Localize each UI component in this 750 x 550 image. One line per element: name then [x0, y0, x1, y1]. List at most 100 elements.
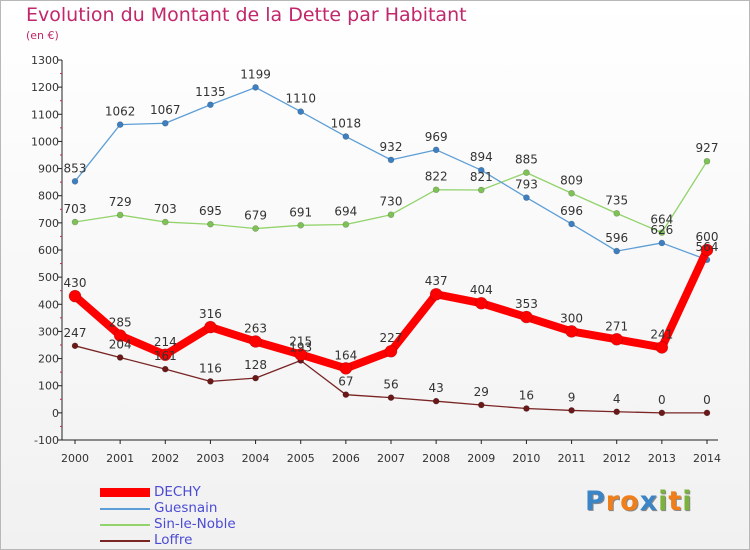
data-label-dechy: 164 — [334, 348, 357, 362]
data-point-dechy — [158, 348, 172, 362]
data-label-dechy: 214 — [154, 335, 177, 349]
data-point-guesnain — [387, 156, 395, 164]
data-label-loffre: 56 — [383, 378, 398, 392]
legend-label-loffre: Loffre — [154, 532, 193, 548]
data-label-dechy: 404 — [470, 283, 493, 297]
data-label-sin-le-noble: 730 — [380, 195, 403, 209]
data-label-loffre: 67 — [338, 375, 353, 389]
brand-letter: r — [605, 486, 621, 517]
data-label-loffre: 43 — [429, 381, 444, 395]
y-tick-label: 200 — [38, 353, 59, 366]
data-label-loffre: 4 — [613, 392, 621, 406]
data-label-dechy: 215 — [289, 335, 312, 349]
data-label-loffre: 128 — [244, 358, 267, 372]
brand-letter: t — [668, 486, 683, 517]
data-label-dechy: 271 — [605, 319, 628, 333]
y-tick-label: 0 — [52, 407, 59, 420]
y-tick-label: 600 — [38, 244, 59, 257]
data-point-sin-le-noble — [342, 221, 350, 228]
data-point-loffre — [116, 354, 124, 361]
data-label-guesnain: 564 — [696, 240, 719, 254]
data-label-guesnain: 793 — [515, 178, 538, 192]
data-label-loffre: 29 — [474, 385, 489, 399]
data-point-guesnain — [207, 101, 214, 109]
data-label-dechy: 300 — [560, 311, 583, 325]
data-point-dechy — [474, 296, 488, 310]
data-label-dechy: 241 — [650, 327, 673, 341]
data-point-loffre — [161, 365, 169, 373]
y-tick-label: 1200 — [31, 81, 59, 94]
data-point-sin-le-noble — [116, 211, 124, 219]
data-label-loffre: 9 — [568, 390, 576, 404]
data-label-dechy: 285 — [109, 316, 132, 330]
data-label-sin-le-noble: 885 — [515, 153, 538, 167]
data-label-dechy: 353 — [515, 297, 538, 311]
y-tick-label: 900 — [38, 163, 59, 176]
data-label-sin-le-noble: 664 — [650, 213, 673, 227]
data-label-sin-le-noble: 809 — [560, 173, 583, 187]
x-tick-label: 2001 — [106, 452, 134, 465]
data-point-sin-le-noble — [477, 186, 485, 194]
y-tick-label: 800 — [38, 190, 59, 203]
data-point-sin-le-noble — [523, 169, 530, 176]
data-point-guesnain — [568, 220, 575, 228]
data-point-loffre — [477, 401, 485, 409]
data-label-guesnain: 969 — [425, 130, 448, 144]
data-label-dechy: 430 — [64, 276, 87, 290]
legend-item-sin-le-noble[interactable]: Sin-le-Noble — [100, 516, 350, 532]
brand-letter: i — [658, 486, 669, 517]
brand-letter: P — [585, 486, 606, 517]
y-tick-label: 500 — [38, 271, 59, 284]
y-tick-label: 1300 — [31, 54, 59, 67]
legend-item-dechy[interactable]: DECHY — [100, 484, 350, 500]
data-point-dechy — [249, 335, 262, 348]
data-label-dechy: 227 — [380, 331, 403, 345]
data-point-loffre — [71, 342, 79, 350]
data-point-dechy — [339, 362, 353, 375]
x-tick-label: 2010 — [512, 452, 540, 465]
data-point-sin-le-noble — [568, 189, 575, 197]
data-label-guesnain: 1110 — [285, 92, 316, 106]
legend-label-sin-le-noble: Sin-le-Noble — [154, 516, 236, 532]
brand-letter: x — [639, 486, 659, 517]
legend-label-dechy: DECHY — [154, 484, 201, 500]
data-point-guesnain — [658, 239, 666, 247]
data-label-loffre: 193 — [289, 340, 312, 354]
data-point-dechy — [655, 341, 669, 354]
data-point-guesnain — [71, 178, 79, 185]
data-point-dechy — [204, 320, 217, 334]
data-point-loffre — [568, 407, 575, 414]
legend-swatch-dechy — [100, 488, 150, 497]
data-label-sin-le-noble: 729 — [109, 195, 132, 209]
x-tick-label: 2014 — [693, 452, 721, 465]
data-label-dechy: 263 — [244, 321, 267, 335]
data-label-guesnain: 626 — [650, 223, 673, 237]
legend-label-guesnain: Guesnain — [154, 500, 218, 516]
data-label-dechy: 437 — [425, 274, 448, 288]
data-point-sin-le-noble — [658, 229, 666, 236]
legend-swatch-loffre — [100, 540, 150, 542]
data-point-dechy — [700, 243, 714, 257]
data-point-loffre — [703, 409, 711, 417]
data-point-loffre — [613, 408, 621, 416]
legend-item-guesnain[interactable]: Guesnain — [100, 500, 350, 516]
legend-item-loffre[interactable]: Loffre — [100, 532, 350, 548]
data-point-dechy — [520, 310, 533, 324]
y-tick-label: 400 — [38, 298, 59, 311]
brand-logo: Proxiti — [585, 486, 693, 517]
data-label-loffre: 161 — [154, 349, 177, 363]
data-label-guesnain: 853 — [64, 161, 87, 175]
data-label-dechy: 316 — [199, 307, 222, 321]
data-point-guesnain — [432, 146, 440, 154]
x-tick-label: 2009 — [467, 452, 495, 465]
data-point-dechy — [610, 332, 624, 346]
data-point-sin-le-noble — [252, 225, 259, 232]
brand-letter: o — [620, 486, 640, 517]
x-tick-label: 2006 — [332, 452, 360, 465]
x-tick-label: 2000 — [61, 452, 89, 465]
data-point-guesnain — [477, 166, 485, 174]
data-label-sin-le-noble: 735 — [605, 193, 628, 207]
data-point-dechy — [565, 325, 578, 338]
